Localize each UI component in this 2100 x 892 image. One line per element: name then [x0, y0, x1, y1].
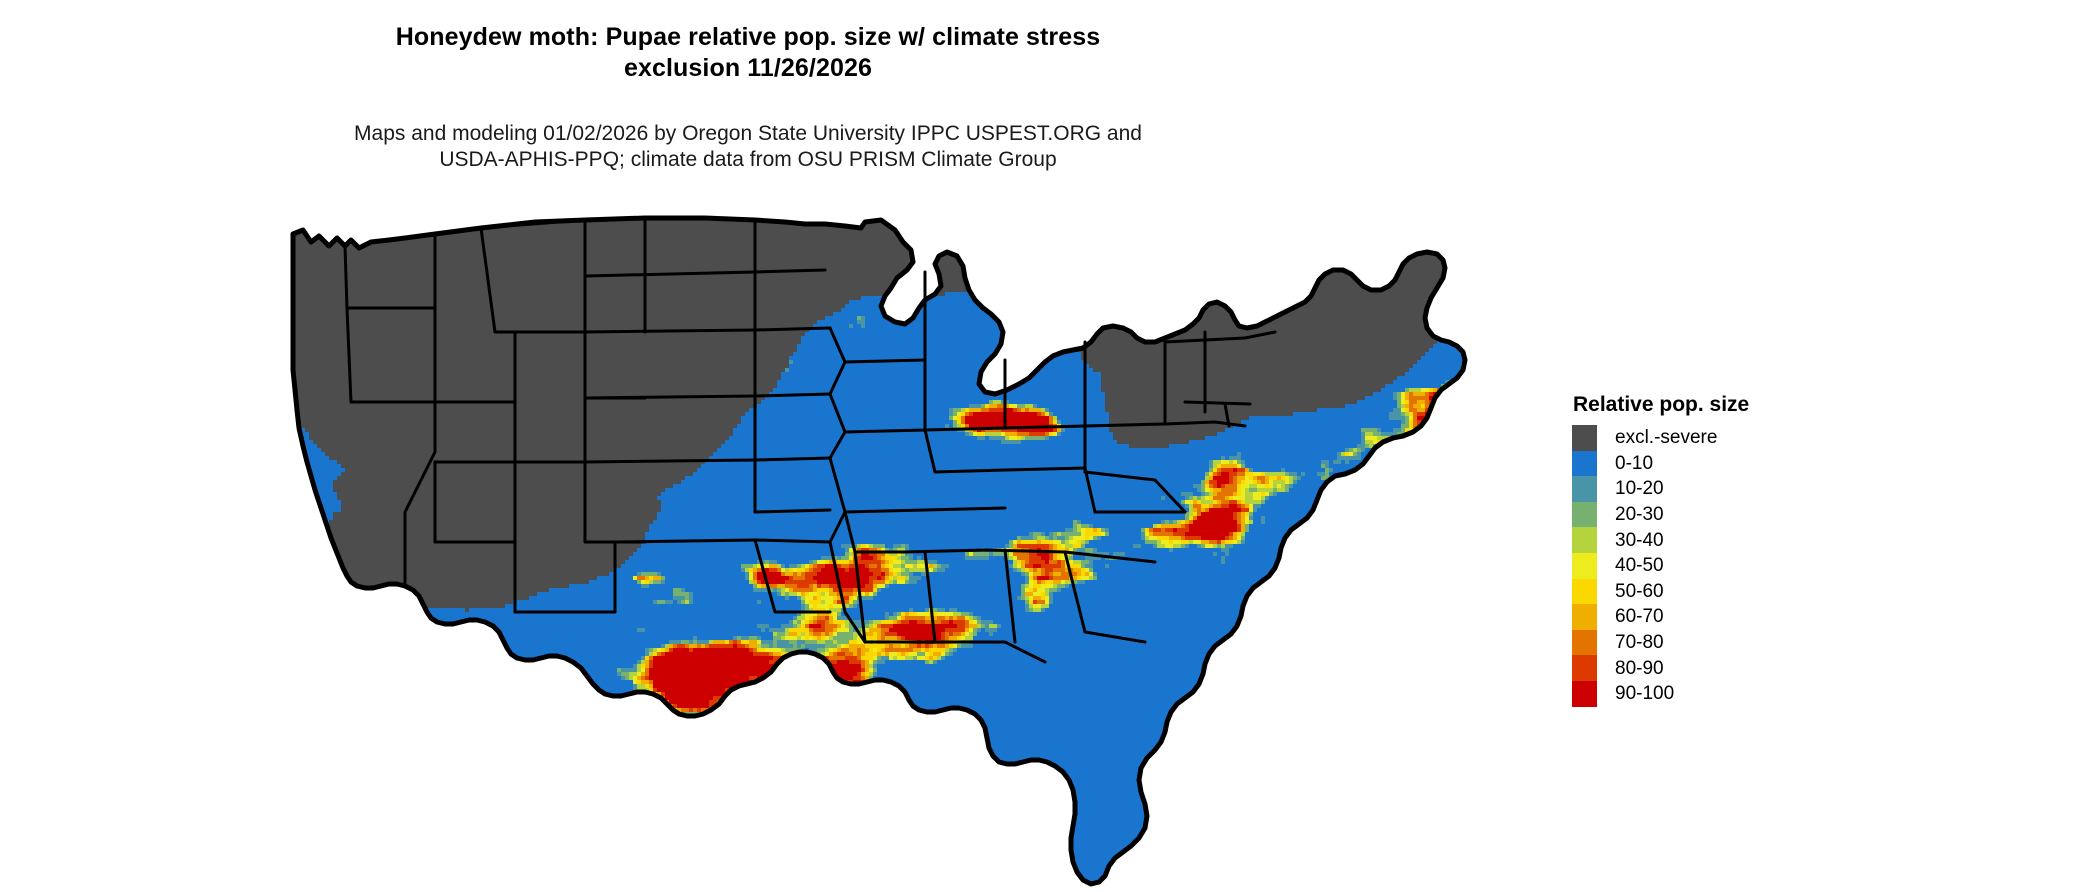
page-title: Honeydew moth: Pupae relative pop. size … — [395, 23, 1101, 83]
legend-swatch — [1572, 501, 1597, 528]
state-boundary — [1083, 470, 1187, 514]
legend-item: 80-90 — [1572, 655, 1749, 681]
legend-swatch — [1572, 578, 1597, 605]
state-boundary — [1163, 420, 1247, 428]
legend-item-label: 90-100 — [1615, 683, 1675, 705]
raster-class-excl-severe — [293, 218, 1465, 612]
legend-item-label: 10-20 — [1615, 478, 1664, 500]
legend-swatch — [1572, 527, 1597, 553]
legend-item: 0-10 — [1572, 450, 1749, 477]
state-boundary — [1223, 402, 1231, 428]
state-boundary — [1003, 424, 1087, 430]
legend-swatch — [1572, 680, 1597, 707]
legend-item: 60-70 — [1572, 604, 1749, 630]
state-boundary — [843, 358, 927, 364]
state-boundary — [583, 270, 757, 278]
legend-item-label: 0-10 — [1615, 452, 1654, 474]
state-boundary — [1083, 422, 1167, 428]
map-panel — [285, 212, 1515, 888]
state-boundary — [923, 640, 1047, 664]
state-boundary — [923, 428, 1007, 474]
legend-swatch — [1572, 629, 1597, 656]
us-choropleth-map — [285, 212, 1515, 888]
legend-items: excl.-severe 0-10 10-20 20-30 30-40 40-50 50-6… — [1572, 425, 1749, 707]
state-boundary — [613, 538, 757, 544]
state-boundary — [753, 268, 827, 274]
legend-item: 20-30 — [1572, 501, 1749, 528]
legend-item-label: 60-70 — [1615, 606, 1664, 628]
national-outline — [290, 215, 1468, 887]
legend-swatch — [1572, 552, 1597, 579]
legend-swatch — [1572, 476, 1597, 502]
figure-subtitle-block: Maps and modeling 01/02/2026 by Oregon S… — [0, 121, 1496, 172]
state-boundary — [753, 392, 832, 398]
state-boundary — [1183, 400, 1252, 406]
legend-title: Relative pop. size — [1573, 393, 1750, 416]
state-boundary — [753, 326, 832, 332]
legend-item-label: excl.-severe — [1615, 427, 1718, 449]
state-boundary — [843, 506, 1007, 514]
legend-item: excl.-severe — [1572, 425, 1749, 451]
legend-item: 30-40 — [1572, 527, 1749, 553]
legend-item-label: 30-40 — [1615, 529, 1664, 551]
state-boundary — [753, 538, 832, 544]
state-boundary — [1243, 330, 1277, 340]
map-legend: Relative pop. size excl.-severe 0-10 10-20… — [1572, 393, 1749, 707]
legend-swatch — [1572, 604, 1597, 630]
legend-item: 90-100 — [1572, 680, 1749, 707]
legend-swatch — [1572, 425, 1597, 451]
legend-item-label: 50-60 — [1615, 580, 1664, 602]
figure-title-block: Honeydew moth: Pupae relative pop. size … — [0, 22, 1496, 85]
legend-swatch — [1572, 450, 1597, 477]
legend-item-label: 20-30 — [1615, 504, 1664, 526]
state-boundary — [753, 508, 832, 514]
state-boundary — [403, 400, 437, 586]
state-boundary — [828, 540, 867, 644]
state-boundary — [513, 540, 617, 614]
state-boundary — [753, 456, 832, 462]
state-boundary — [903, 548, 1157, 564]
figure-subtitle: Maps and modeling 01/02/2026 by Oregon S… — [354, 122, 1142, 171]
state-boundary — [1003, 466, 1097, 514]
legend-item: 40-50 — [1572, 552, 1749, 579]
legend-item-label: 70-80 — [1615, 632, 1664, 654]
state-boundary — [433, 460, 517, 544]
state-boundary — [923, 550, 937, 644]
state-boundary — [1063, 550, 1147, 644]
legend-item-label: 80-90 — [1615, 657, 1664, 679]
state-boundary — [583, 394, 757, 400]
legend-item-label: 40-50 — [1615, 555, 1664, 577]
legend-swatch — [1572, 655, 1597, 681]
legend-item: 70-80 — [1572, 629, 1749, 656]
state-boundary — [345, 306, 437, 404]
legend-item: 50-60 — [1572, 578, 1749, 605]
state-boundary — [583, 328, 757, 334]
state-boundary — [753, 538, 832, 614]
legend-item: 10-20 — [1572, 476, 1749, 502]
state-boundary — [1003, 548, 1017, 644]
state-boundary — [583, 458, 757, 464]
